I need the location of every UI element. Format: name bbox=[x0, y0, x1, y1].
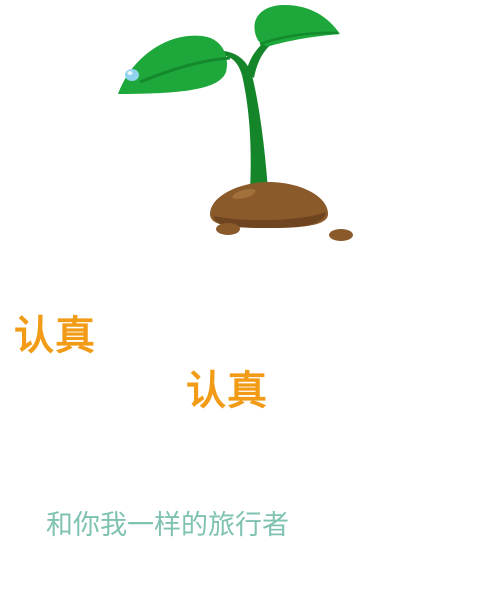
sprout-stem-branch bbox=[246, 30, 290, 78]
sprout-leaf-left bbox=[118, 35, 227, 94]
sprout-icon bbox=[118, 4, 353, 241]
sprout-leaf-right bbox=[254, 4, 340, 47]
soil-clump bbox=[216, 223, 240, 235]
headline-word-2: 认真 bbox=[186, 368, 268, 414]
sprout-leaf-left-vein bbox=[139, 56, 231, 84]
sprout-leaf-right-vein bbox=[259, 31, 339, 46]
soil-clump bbox=[329, 229, 353, 241]
dew-drop bbox=[125, 69, 139, 81]
headline-word-1: 认真 bbox=[14, 313, 96, 359]
sprout-stem bbox=[222, 51, 268, 190]
tagline-text: 和你我一样的旅行者 bbox=[46, 510, 289, 541]
